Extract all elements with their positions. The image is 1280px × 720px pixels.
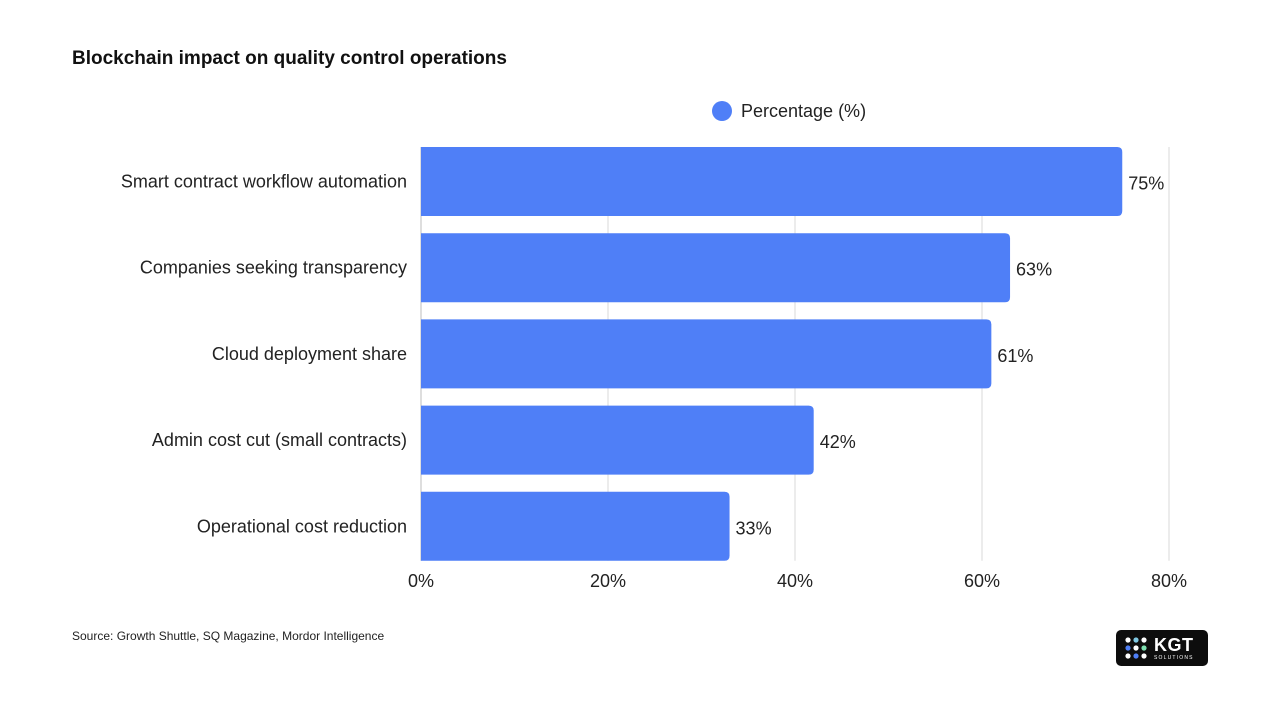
bar [421, 492, 730, 561]
bar [421, 319, 991, 388]
legend-label: Percentage (%) [741, 101, 866, 121]
bar-chart: Percentage (%) Smart contract workflow a… [0, 0, 1280, 720]
x-tick-label: 80% [1151, 571, 1187, 591]
x-tick-label: 40% [777, 571, 813, 591]
value-label: 75% [1128, 174, 1164, 194]
legend: Percentage (%) [712, 101, 866, 121]
category-label: Companies seeking transparency [140, 258, 407, 278]
kgt-dots-icon [1124, 636, 1148, 660]
legend-swatch [712, 101, 732, 121]
bar [421, 406, 814, 475]
x-axis-ticks: 0% 20% 40% 60% 80% [408, 571, 1187, 591]
logo-subtitle: SOLUTIONS [1154, 656, 1194, 661]
bar [421, 147, 1122, 216]
category-label: Smart contract workflow automation [121, 172, 407, 192]
x-tick-label: 20% [590, 571, 626, 591]
x-tick-label: 60% [964, 571, 1000, 591]
logo-name: KGT [1154, 636, 1194, 654]
value-label: 61% [997, 346, 1033, 366]
value-label: 33% [736, 518, 772, 538]
category-label: Admin cost cut (small contracts) [152, 430, 407, 450]
category-label: Cloud deployment share [212, 344, 407, 364]
value-label: 42% [820, 432, 856, 452]
company-logo: KGT SOLUTIONS [1116, 630, 1208, 666]
category-labels: Smart contract workflow automation Compan… [121, 172, 407, 537]
source-note: Source: Growth Shuttle, SQ Magazine, Mor… [72, 629, 384, 643]
value-label: 63% [1016, 260, 1052, 280]
x-tick-label: 0% [408, 571, 434, 591]
category-label: Operational cost reduction [197, 516, 407, 536]
bar [421, 233, 1010, 302]
